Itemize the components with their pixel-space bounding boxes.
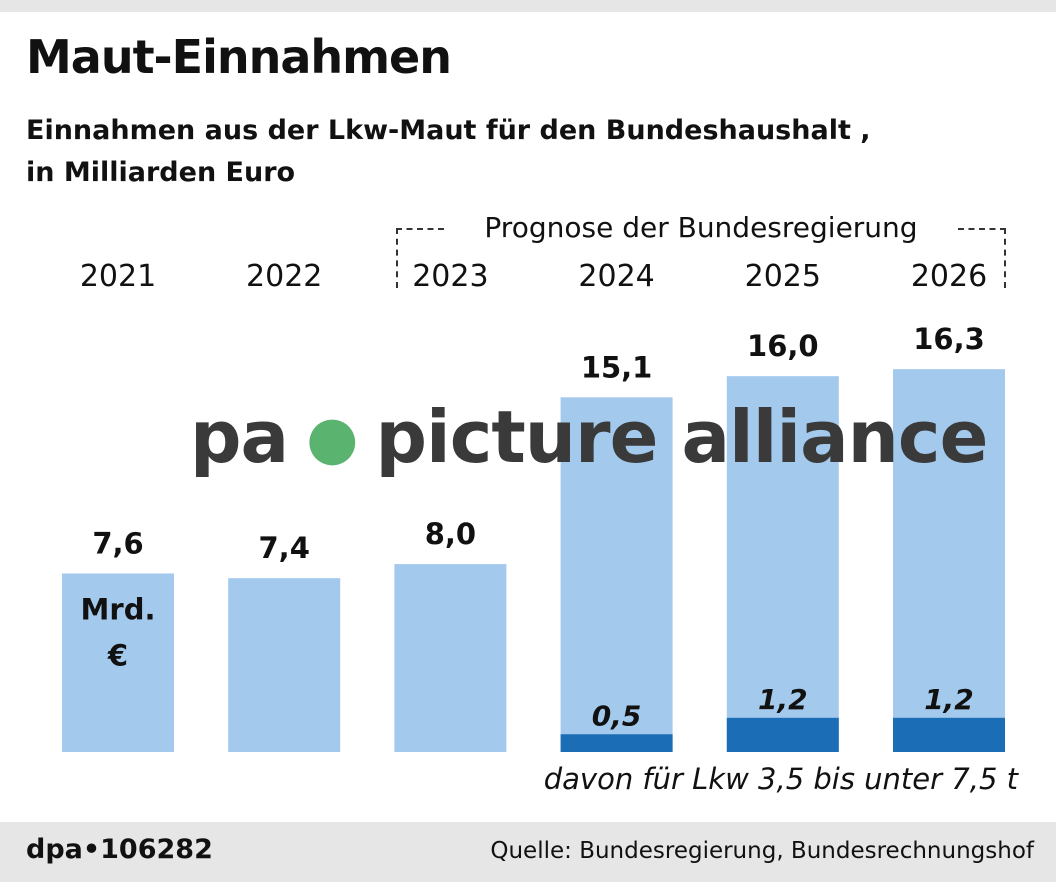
sub-bar-2025: [726, 717, 839, 752]
source-text: Quelle: Bundesregierung, Bundesrechnungs…: [490, 838, 1034, 864]
prognose-label: Prognose der Bundesregierung: [484, 211, 918, 244]
watermark-logo: pa ● picture alliance: [190, 392, 988, 482]
data-label-2025: 16,0: [747, 329, 819, 363]
watermark-pa: pa: [190, 395, 289, 479]
unit-label-line-1: Mrd.: [81, 592, 156, 626]
bar-2026: [893, 369, 1005, 752]
bar-2022: [228, 578, 341, 752]
sub-data-label-2025: 1,2: [758, 683, 808, 716]
sub-series-note: davon für Lkw 3,5 bis unter 7,5 t: [543, 762, 1018, 796]
sub-bar-2024: [560, 734, 673, 752]
x-tick-label-2022: 2022: [246, 259, 322, 294]
data-label-2022: 7,4: [259, 531, 310, 565]
data-label-2021: 7,6: [92, 526, 143, 560]
sub-data-label-2026: 1,2: [924, 683, 974, 716]
subtitle-line-2: in Milliarden Euro: [26, 157, 296, 188]
prognose-bracket: Prognose der Bundesregierung: [396, 212, 1006, 288]
chart-subtitle: Einnahmen aus der Lkw-Maut für den Bunde…: [26, 110, 986, 194]
prognose-bracket-right: [958, 228, 1006, 288]
x-tick-label-2024: 2024: [578, 259, 654, 294]
watermark-dot-icon: ●: [306, 403, 358, 473]
bar-chart: 2021 7,6 Mrd. €2022 7,4 2023 8,0 2024 15,1 0,5 202…: [62, 259, 1005, 752]
unit-label-line-2: €: [107, 638, 128, 672]
x-tick-label-2025: 2025: [745, 259, 821, 294]
sub-data-label-2024: 0,5: [592, 699, 642, 732]
subtitle-line-1: Einnahmen aus der Lkw-Maut für den Bunde…: [26, 115, 871, 146]
bar-2021: [62, 573, 174, 752]
data-label-2024: 15,1: [581, 350, 653, 384]
bar-2024: [560, 397, 673, 752]
footer: dpa•106282 Quelle: Bundesregierung, Bund…: [0, 822, 1056, 882]
data-label-2023: 8,0: [425, 517, 476, 551]
dpa-id: dpa•106282: [26, 834, 213, 865]
bar-2025: [726, 376, 839, 752]
sub-bar-2026: [893, 717, 1005, 752]
x-tick-label-2026: 2026: [911, 259, 987, 294]
prognose-bracket-left: [396, 228, 444, 288]
top-strip: [0, 0, 1056, 12]
data-label-2026: 16,3: [913, 322, 985, 356]
chart-title: Maut-Einnahmen: [26, 30, 452, 84]
bar-2023: [394, 564, 507, 752]
watermark-text: picture alliance: [375, 395, 988, 479]
x-tick-label-2023: 2023: [412, 259, 488, 294]
x-tick-label-2021: 2021: [80, 259, 156, 294]
